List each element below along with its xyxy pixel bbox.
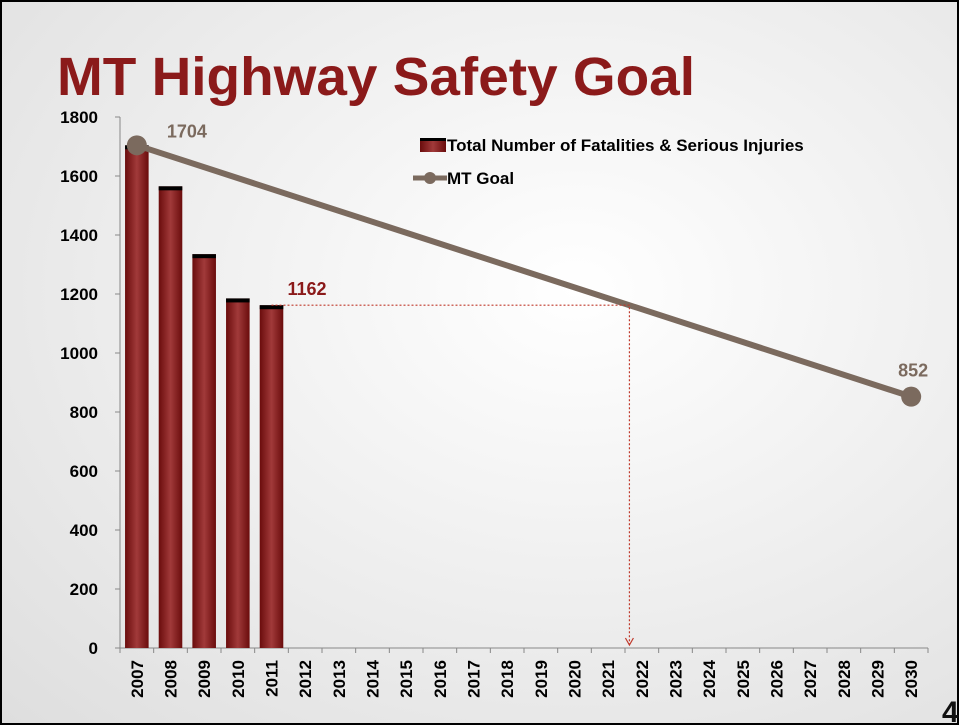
- x-tick-label: 2019: [532, 660, 551, 698]
- goal-line: [135, 142, 913, 400]
- x-tick-label: 2022: [633, 660, 652, 698]
- x-tick-label: 2018: [498, 660, 517, 698]
- bar-cap: [192, 254, 216, 259]
- y-tick-label: 1400: [60, 226, 98, 245]
- chart-title: MT Highway Safety Goal: [57, 47, 695, 107]
- y-tick-label: 800: [70, 403, 98, 422]
- data-label: 852: [898, 361, 928, 381]
- y-tick-label: 1200: [60, 285, 98, 304]
- page-number: 4: [942, 696, 959, 725]
- x-tick-label: 2007: [128, 660, 147, 698]
- x-tick-label: 2023: [667, 660, 686, 698]
- bar: [259, 305, 284, 648]
- y-tick-label: 1600: [60, 167, 98, 186]
- legend-label: Total Number of Fatalities & Serious Inj…: [447, 136, 804, 155]
- bar-cap: [259, 305, 284, 310]
- y-tick-label: 400: [70, 521, 98, 540]
- legend-label: MT Goal: [447, 169, 514, 188]
- x-tick-label: 2016: [431, 660, 450, 698]
- legend-swatch: [420, 138, 446, 152]
- x-tick-label: 2009: [195, 660, 214, 698]
- bar: [226, 298, 250, 648]
- goal-marker: [901, 386, 922, 407]
- data-label: 1704: [167, 121, 207, 141]
- data-label: 1162: [288, 279, 327, 299]
- bar: [192, 254, 216, 649]
- x-tick-label: 2021: [599, 660, 618, 698]
- x-tick-label: 2030: [902, 660, 921, 698]
- x-tick-label: 2027: [801, 660, 820, 698]
- x-tick-label: 2024: [700, 659, 719, 697]
- guide-arrow: [624, 637, 634, 647]
- y-tick-label: 1000: [60, 344, 98, 363]
- x-tick-label: 2014: [364, 659, 383, 697]
- bar-cap: [158, 186, 183, 191]
- x-tick-label: 2008: [162, 660, 181, 698]
- x-tick-label: 2012: [296, 660, 315, 698]
- x-tick-label: 2015: [397, 660, 416, 698]
- x-tick-label: 2010: [229, 660, 248, 698]
- x-tick-label: 2011: [263, 660, 282, 697]
- x-tick-label: 2020: [566, 660, 585, 698]
- y-tick-label: 1800: [60, 108, 98, 127]
- x-tick-label: 2017: [465, 660, 484, 698]
- x-tick-label: 2025: [734, 660, 753, 698]
- y-tick-label: 0: [89, 639, 98, 658]
- bar: [125, 145, 149, 648]
- bar-cap: [226, 298, 250, 303]
- y-tick-label: 200: [70, 580, 98, 599]
- x-tick-label: 2029: [869, 660, 888, 698]
- guide-line: [271, 304, 631, 644]
- x-tick-label: 2026: [768, 660, 787, 698]
- bar: [158, 186, 183, 648]
- x-tick-label: 2013: [330, 660, 349, 698]
- legend-marker: [424, 172, 436, 184]
- goal-marker: [126, 135, 147, 156]
- legend-swatch-cap: [420, 138, 446, 141]
- x-tick-label: 2028: [835, 660, 854, 698]
- y-tick-label: 600: [70, 462, 98, 481]
